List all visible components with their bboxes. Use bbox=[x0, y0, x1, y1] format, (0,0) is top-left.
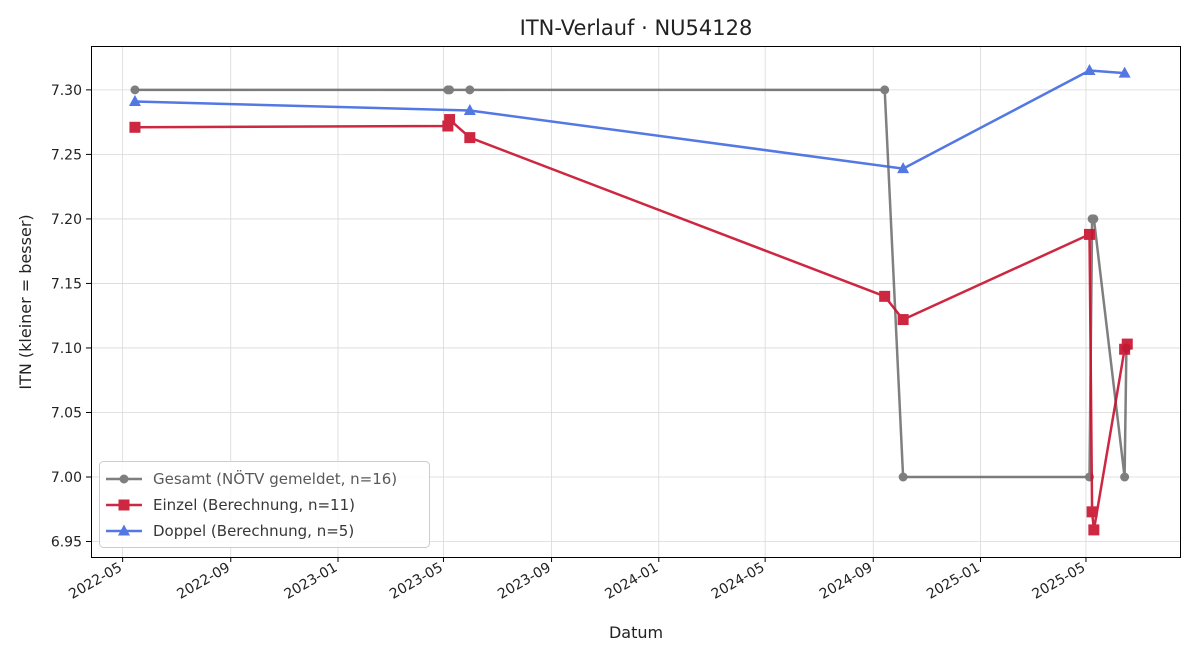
x-tick-label: 2024-09 bbox=[817, 560, 876, 603]
x-tick-label: 2023-09 bbox=[495, 560, 554, 603]
data-point bbox=[442, 120, 454, 132]
y-tick-label: 7.00 bbox=[51, 470, 82, 486]
legend-label: Gesamt (NÖTV gemeldet, n=16) bbox=[153, 469, 397, 488]
data-point bbox=[465, 85, 475, 95]
series-line bbox=[134, 69, 1125, 170]
plot-frame bbox=[91, 46, 1181, 558]
y-axis-label: ITN (kleiner = besser) bbox=[16, 214, 35, 389]
data-point bbox=[898, 472, 908, 482]
x-tick-label: 2024-01 bbox=[602, 560, 661, 603]
data-point bbox=[128, 94, 141, 106]
data-point bbox=[1118, 66, 1131, 78]
legend-label: Doppel (Berechnung, n=5) bbox=[153, 522, 354, 540]
legend-entry: Gesamt (NÖTV gemeldet, n=16) bbox=[106, 469, 397, 488]
series-triangle bbox=[128, 64, 1131, 174]
data-point bbox=[1089, 214, 1099, 224]
data-point bbox=[463, 104, 476, 116]
chart-title: ITN-Verlauf · NU54128 bbox=[520, 16, 753, 40]
legend-box bbox=[99, 461, 430, 548]
data-point bbox=[1086, 506, 1098, 518]
y-tick-label: 7.30 bbox=[51, 83, 82, 99]
data-point bbox=[880, 85, 890, 95]
y-tick-label: 7.25 bbox=[51, 147, 82, 163]
data-point bbox=[1121, 338, 1133, 350]
data-point bbox=[1083, 228, 1095, 240]
series-square bbox=[129, 114, 1133, 536]
data-point bbox=[879, 290, 891, 302]
data-point bbox=[464, 132, 476, 144]
legend-label: Einzel (Berechnung, n=11) bbox=[153, 496, 355, 514]
y-tick-label: 7.05 bbox=[51, 405, 82, 421]
x-tick-label: 2025-01 bbox=[924, 560, 983, 603]
legend-marker bbox=[118, 524, 130, 536]
data-point bbox=[444, 114, 456, 126]
y-tick-label: 7.15 bbox=[51, 276, 82, 292]
x-axis-label: Datum bbox=[609, 623, 663, 642]
data-point bbox=[1120, 472, 1130, 482]
data-point bbox=[129, 121, 141, 133]
y-tick-label: 7.20 bbox=[51, 212, 82, 228]
data-point bbox=[897, 314, 909, 326]
x-tick-label: 2022-05 bbox=[66, 560, 125, 603]
y-tick-label: 7.10 bbox=[51, 341, 82, 357]
series-layer bbox=[128, 64, 1133, 536]
x-tick-label: 2023-01 bbox=[282, 560, 341, 603]
legend-marker bbox=[118, 499, 130, 511]
legend-marker bbox=[119, 474, 129, 484]
data-point bbox=[1083, 64, 1096, 76]
data-point bbox=[445, 85, 455, 95]
x-tick-label: 2024-05 bbox=[709, 560, 768, 603]
legend-entry: Einzel (Berechnung, n=11) bbox=[106, 496, 355, 514]
data-point bbox=[1088, 524, 1100, 536]
x-tick-label: 2025-05 bbox=[1030, 560, 1089, 603]
x-tick-label: 2023-05 bbox=[387, 560, 446, 603]
y-tick-label: 6.95 bbox=[51, 535, 82, 551]
legend: Gesamt (NÖTV gemeldet, n=16) Einzel (Bere… bbox=[99, 461, 430, 548]
data-point bbox=[897, 162, 910, 174]
data-point bbox=[130, 85, 140, 95]
legend-entry: Doppel (Berechnung, n=5) bbox=[106, 522, 354, 540]
x-tick-label: 2022-09 bbox=[174, 560, 233, 603]
